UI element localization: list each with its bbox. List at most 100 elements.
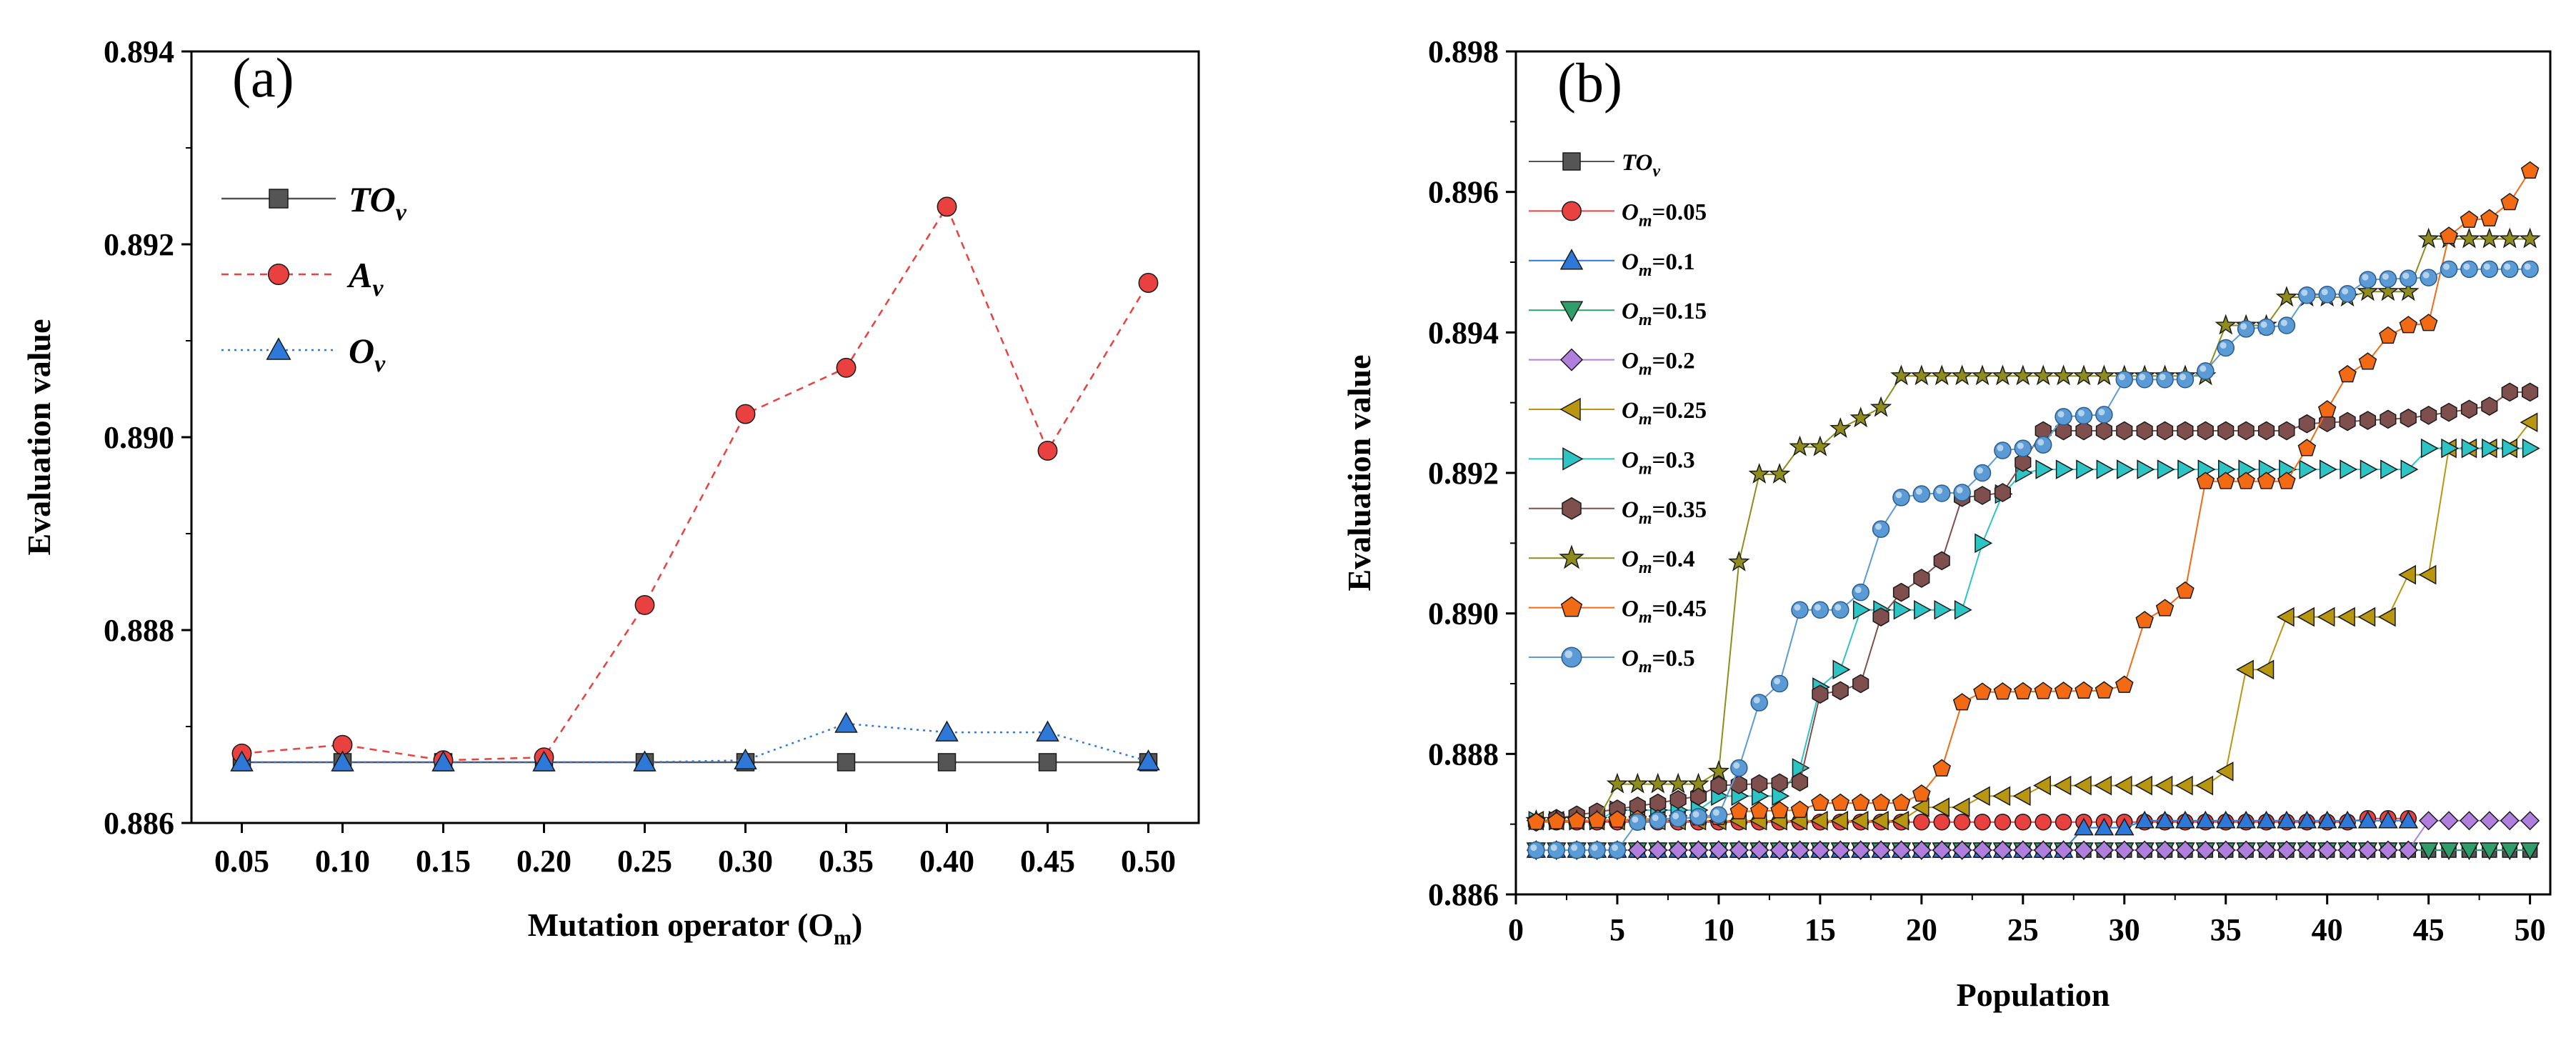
- data-point-b-10: [1953, 484, 1971, 501]
- data-point-b-9: [1608, 810, 1627, 828]
- data-point-b-2: [2277, 810, 2297, 829]
- data-point-b-4: [2115, 840, 2135, 860]
- legend-label-b-main: O: [1622, 597, 1639, 622]
- data-point-b-4: [2357, 840, 2378, 860]
- data-point-a-0: [837, 753, 856, 772]
- data-point-b-7: [1791, 772, 1809, 792]
- data-point-b-10-highlight: [2260, 321, 2267, 328]
- data-point-a-2: [633, 750, 657, 772]
- data-point-b-9: [1811, 793, 1829, 812]
- data-point-b-7: [2481, 396, 2498, 416]
- series-line-a-2: [241, 722, 1149, 764]
- data-point-b-10: [2440, 260, 2458, 279]
- data-point-b-4: [2033, 840, 2053, 860]
- legend-label-b-sub: m: [1639, 211, 1652, 230]
- y-tick-label-a: 0.894: [104, 34, 174, 69]
- data-point-b-6: [2380, 459, 2398, 479]
- data-point-b-4: [1871, 840, 1891, 860]
- data-point-b-10: [1932, 484, 1951, 502]
- data-point-b-4: [2195, 840, 2215, 860]
- data-point-b-10-highlight: [1854, 587, 1862, 594]
- legend-label-b-sub: v: [1652, 162, 1660, 181]
- data-point-b-10-body: [2055, 408, 2072, 426]
- y-tick-label-b: 0.894: [1428, 315, 1499, 350]
- y-axis-a: 0.886 0.888 0.890 0.892 0.894: [104, 34, 191, 841]
- data-point-b-10: [2521, 260, 2539, 279]
- series-line-b-2: [1536, 819, 2409, 852]
- data-point-b-4: [1627, 840, 1647, 860]
- legend-label-b: Om=0.3: [1622, 447, 1695, 478]
- data-point-b-6: [2502, 438, 2520, 459]
- data-point-b-6: [2461, 438, 2480, 459]
- data-point-b-3: [2439, 842, 2459, 861]
- legend-marker-b-body: [1561, 647, 1582, 668]
- legend-label-b-main: O: [1622, 199, 1639, 225]
- data-point-b-10-body: [1912, 485, 1931, 503]
- data-point-b-10-body: [2014, 439, 2032, 457]
- data-point-b-7: [2015, 452, 2032, 472]
- legend-label-b-sub: m: [1639, 559, 1652, 577]
- data-point-b-10-body: [2400, 269, 2417, 287]
- data-point-b-10-highlight: [1956, 486, 1963, 494]
- data-point-b-8: [1748, 462, 1770, 484]
- data-point-b-5: [2317, 607, 2335, 627]
- data-point-b-7: [2460, 399, 2478, 419]
- data-point-b-6: [1954, 599, 1972, 620]
- data-point-a-2: [230, 750, 254, 772]
- data-point-b-4: [2236, 840, 2256, 860]
- data-point-b-10-highlight: [1530, 844, 1537, 852]
- data-point-b-10-body: [1608, 841, 1627, 859]
- data-point-b-7: [1994, 483, 2011, 502]
- data-point-b-10: [2277, 316, 2296, 334]
- data-point-b-10-highlight: [1672, 812, 1679, 819]
- data-point-b-6: [2482, 438, 2500, 459]
- data-point-b-10: [2298, 286, 2316, 304]
- legend-label-b-eq: =0.15: [1652, 299, 1707, 324]
- data-point-b-6: [1852, 599, 1871, 620]
- data-point-b-10-body: [2034, 436, 2052, 454]
- data-point-b-1: [1994, 813, 2012, 831]
- data-point-b-10-body: [2095, 406, 2113, 424]
- data-point-b-7: [1974, 486, 1991, 505]
- data-point-b-10: [1669, 809, 1687, 828]
- data-point-b-10: [2055, 408, 2072, 426]
- data-point-b-10: [2338, 285, 2357, 303]
- x-tick-label-b: 35: [2210, 912, 2242, 947]
- legend-label-b: Om=0.5: [1622, 646, 1695, 677]
- data-point-b-6: [1914, 599, 1932, 620]
- data-point-a-2: [935, 720, 959, 742]
- data-point-b-10: [1689, 808, 1707, 826]
- legend-label-a: TOv: [349, 179, 407, 226]
- data-point-b-7: [2298, 414, 2315, 434]
- data-point-b-7: [1751, 774, 1768, 794]
- legend-label-b-eq: =0.35: [1652, 497, 1707, 523]
- x-tick-label-b: 20: [1906, 912, 1937, 947]
- data-point-b-10-highlight: [1712, 809, 1719, 816]
- data-point-b-10: [2014, 439, 2032, 457]
- legend-label-b-main: O: [1622, 349, 1639, 374]
- y-tick-label-a: 0.890: [104, 420, 174, 455]
- data-point-b-10-highlight: [2200, 365, 2207, 372]
- data-point-b-2: [2094, 817, 2115, 836]
- data-point-b-10-highlight: [2402, 272, 2410, 279]
- x-tick-label-b: 15: [1804, 912, 1836, 947]
- data-point-b-4: [2480, 811, 2500, 831]
- data-point-b-4: [1891, 840, 1912, 860]
- data-point-b-3: [2480, 842, 2500, 861]
- legend-label-b-main: O: [1622, 646, 1639, 672]
- data-point-b-4: [2054, 840, 2074, 860]
- data-point-b-10-body: [1547, 841, 1566, 859]
- data-point-b-8: [1971, 364, 1994, 386]
- y-tick-label-a: 0.888: [104, 613, 174, 648]
- data-point-b-8: [2072, 364, 2095, 386]
- data-point-b-9: [2480, 209, 2499, 226]
- data-point-b-4: [1932, 840, 1952, 860]
- data-point-b-2: [2135, 810, 2155, 829]
- data-point-b-4: [1769, 840, 1789, 860]
- data-point-b-7: [2197, 421, 2214, 441]
- data-point-b-5: [2418, 564, 2437, 585]
- legend-label-b-eq: =0.5: [1652, 646, 1695, 672]
- x-tick-label-b: 10: [1703, 912, 1734, 947]
- data-point-b-10: [2176, 370, 2195, 389]
- data-point-b-9: [2075, 681, 2093, 699]
